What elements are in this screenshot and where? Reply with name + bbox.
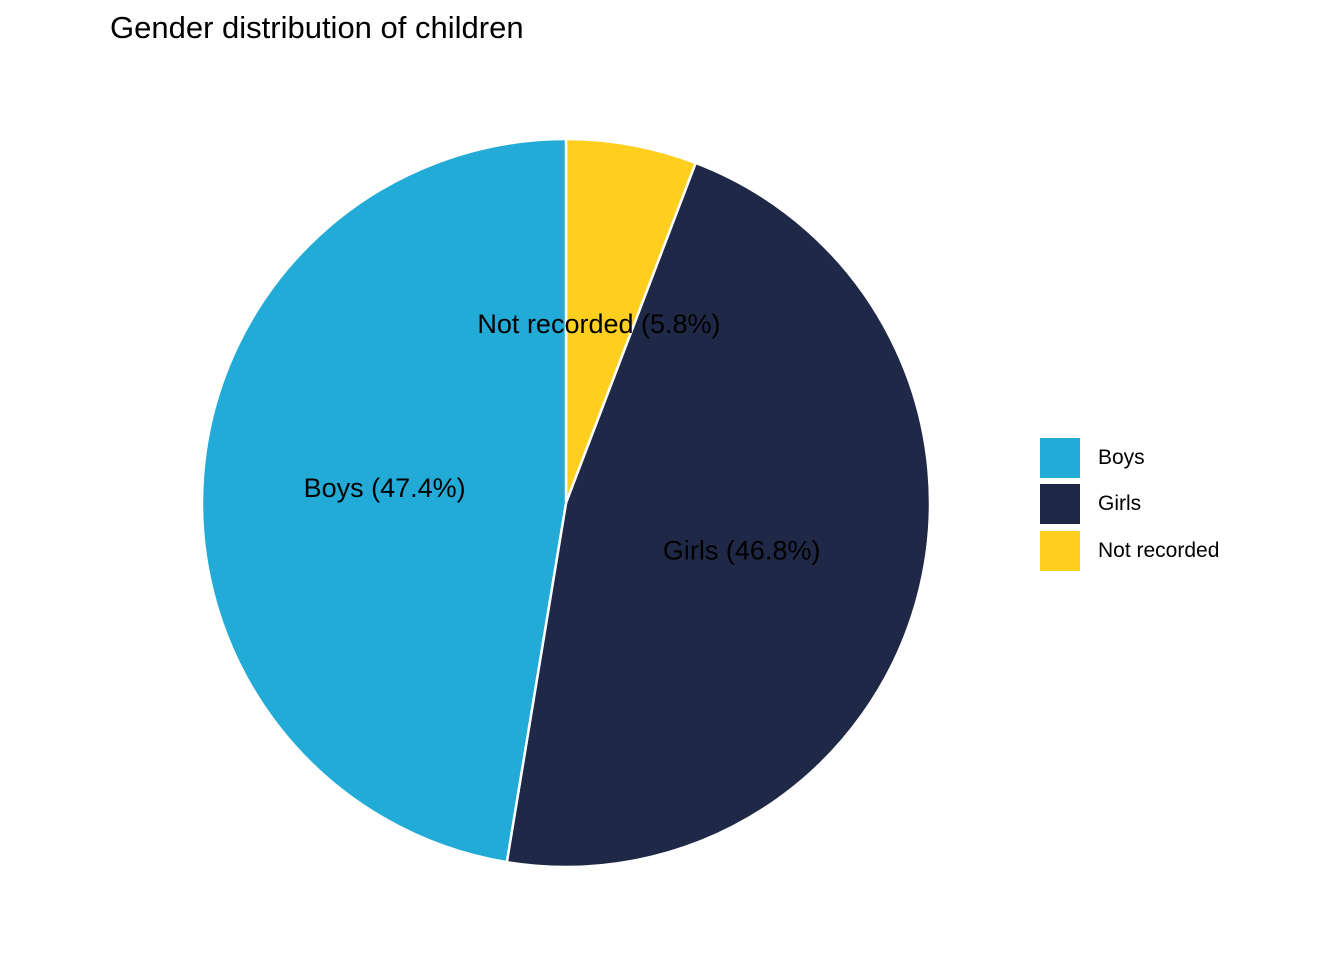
legend-item-boys: Boys <box>1040 437 1219 478</box>
pie-slice-boys <box>200 137 568 864</box>
pie-slices <box>200 137 932 869</box>
slice-label-boys: Boys (47.4%) <box>304 473 466 503</box>
legend-swatch-girls <box>1040 484 1080 524</box>
legend-item-girls: Girls <box>1040 484 1219 525</box>
slice-label-not-recorded: Not recorded (5.8%) <box>477 309 720 339</box>
legend-label-not-recorded: Not recorded <box>1098 538 1220 562</box>
legend-label-boys: Boys <box>1098 445 1145 469</box>
pie-slice-girls <box>505 161 932 869</box>
legend-swatch-boys <box>1040 437 1080 478</box>
slice-label-girls: Girls (46.8%) <box>663 535 821 565</box>
legend-swatch-not-recorded <box>1040 530 1080 571</box>
chart-title: Gender distribution of children <box>110 10 524 45</box>
pie-slice-not-recorded <box>564 137 698 504</box>
legend-label-girls: Girls <box>1098 492 1142 515</box>
legend: Boys Girls Not recorded <box>1040 437 1219 577</box>
legend-item-not-recorded: Not recorded <box>1040 530 1219 571</box>
slice-labels: Not recorded (5.8%) Girls (46.8%) Boys (47… <box>304 309 821 565</box>
